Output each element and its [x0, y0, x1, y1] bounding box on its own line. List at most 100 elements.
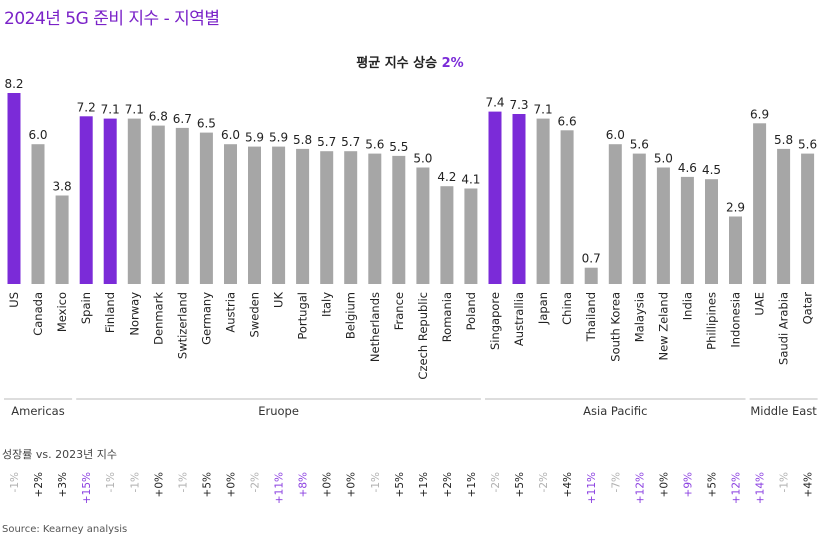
chart-subtitle: 평균 지수 상승 2%: [356, 55, 463, 71]
bar-spain: [79, 116, 93, 284]
growth-label-value: +5%: [201, 472, 213, 497]
region-label: Americas: [11, 404, 64, 418]
category-label: Saudi Arabia: [777, 292, 791, 365]
bar-value-label: 7.1: [125, 103, 144, 117]
bar-phillipines: [705, 179, 718, 284]
region-label: Eruope: [258, 404, 299, 418]
category-label: Czech Republic: [416, 292, 430, 380]
growth-label-value: +0%: [322, 472, 334, 497]
bar-value-label: 5.8: [774, 133, 793, 147]
bar-new-zeland: [656, 167, 670, 284]
category-label: Mexico: [55, 292, 69, 332]
growth-label-value: +12%: [731, 472, 743, 504]
category-label: Singapore: [488, 292, 502, 350]
bar-value-label: 5.0: [413, 152, 432, 166]
bar-saudi-arabia: [777, 148, 791, 284]
bar-value-label: 6.5: [197, 117, 216, 131]
bar-china: [560, 130, 574, 284]
bar-south-korea: [608, 144, 622, 284]
bar-value-label: 7.4: [485, 96, 504, 110]
region-labels-group: Americas Eruope Asia Pacific Middle East: [4, 398, 818, 418]
bar-value-label: 6.6: [558, 114, 577, 128]
bar-uae: [753, 123, 767, 284]
bar-value-label: 5.7: [341, 135, 360, 149]
growth-label-value: -1%: [105, 472, 117, 492]
bar-france: [392, 155, 406, 284]
bar-value-label: 6.7: [173, 112, 192, 126]
category-label: Phillipines: [705, 292, 719, 350]
bar-value-label: 5.5: [389, 140, 408, 154]
bar-value-label: 5.6: [630, 138, 649, 152]
growth-label-value: +0%: [658, 472, 670, 497]
bar-value-label: 3.8: [53, 180, 72, 194]
region-label: Middle East: [750, 404, 817, 418]
bar-denmark: [151, 125, 165, 284]
growth-label-value: +14%: [755, 472, 767, 504]
category-label: Portugal: [296, 292, 310, 340]
category-labels-group: US Canada Mexico Spain Finland Norway Denmark S…: [7, 292, 815, 380]
growth-label-value: -1%: [370, 472, 382, 492]
bar-norway: [127, 118, 141, 284]
bar-qatar: [801, 153, 815, 284]
bar-us: [7, 93, 21, 284]
bar-portugal: [296, 148, 310, 284]
category-label: Indonesia: [729, 292, 743, 348]
bar-value-label: 7.2: [77, 100, 96, 114]
bar-value-label: 6.0: [606, 128, 625, 142]
category-label: Italy: [320, 292, 334, 317]
bar-australlia: [512, 114, 526, 284]
category-label: Canada: [31, 292, 45, 336]
bar-value-label: 5.0: [654, 152, 673, 166]
bar-value-label: 5.8: [293, 133, 312, 147]
growth-label-value: +2%: [33, 472, 45, 497]
growth-label-value: -1%: [779, 472, 791, 492]
growth-label-value: +4%: [562, 472, 574, 497]
growth-label-value: +1%: [466, 472, 478, 497]
category-label: Japan: [536, 292, 550, 325]
bar-italy: [320, 151, 334, 284]
growth-label-value: +5%: [394, 472, 406, 497]
bar-czech-republic: [416, 167, 430, 284]
category-label: UK: [272, 292, 286, 308]
category-label: Malaysia: [632, 292, 646, 342]
growth-label-value: -1%: [129, 472, 141, 492]
bar-value-label: 4.2: [437, 170, 456, 184]
bar-value-label: 6.9: [750, 107, 769, 121]
category-label: Australlia: [512, 292, 526, 346]
growth-label-value: +5%: [514, 472, 526, 497]
category-label: India: [680, 292, 694, 320]
source-note: Source: Kearney analysis: [2, 524, 127, 535]
growth-label: 성장률 vs. 2023년 지수: [2, 448, 117, 461]
bar-romania: [440, 186, 454, 284]
growth-label-value: +0%: [226, 472, 238, 497]
growth-label-value: -7%: [610, 472, 622, 492]
growth-label-value: -1%: [9, 472, 21, 492]
bar-value-label: 7.1: [534, 103, 553, 117]
category-label: New Zeland: [656, 292, 670, 361]
growth-label-value: +12%: [634, 472, 646, 504]
subtitle-prefix: 평균 지수 상승: [356, 55, 441, 71]
growth-label-value: -1%: [177, 472, 189, 492]
bar-germany: [199, 132, 213, 284]
growth-label-value: -2%: [490, 472, 502, 492]
growth-label-value: +0%: [153, 472, 165, 497]
category-label: Finland: [103, 292, 117, 333]
bar-value-label: 5.9: [245, 131, 264, 145]
bar-value-label: 4.5: [702, 163, 721, 177]
growth-label-value: -2%: [538, 472, 550, 492]
category-label: UAE: [753, 292, 767, 316]
bar-austria: [224, 144, 237, 284]
bar-value-label: 0.7: [582, 252, 601, 266]
bars-group: [7, 93, 815, 285]
growth-label-value: -2%: [250, 472, 262, 492]
growth-label-value: +11%: [274, 472, 286, 504]
category-label: Swtizerland: [175, 292, 189, 359]
bar-value-label: 7.1: [101, 103, 120, 117]
category-label: Austria: [224, 292, 238, 333]
bar-poland: [464, 188, 478, 284]
category-label: Qatar: [801, 292, 815, 325]
bar-thailand: [584, 267, 598, 284]
subtitle-highlight: 2%: [442, 56, 464, 71]
category-label: Belgium: [344, 292, 358, 339]
